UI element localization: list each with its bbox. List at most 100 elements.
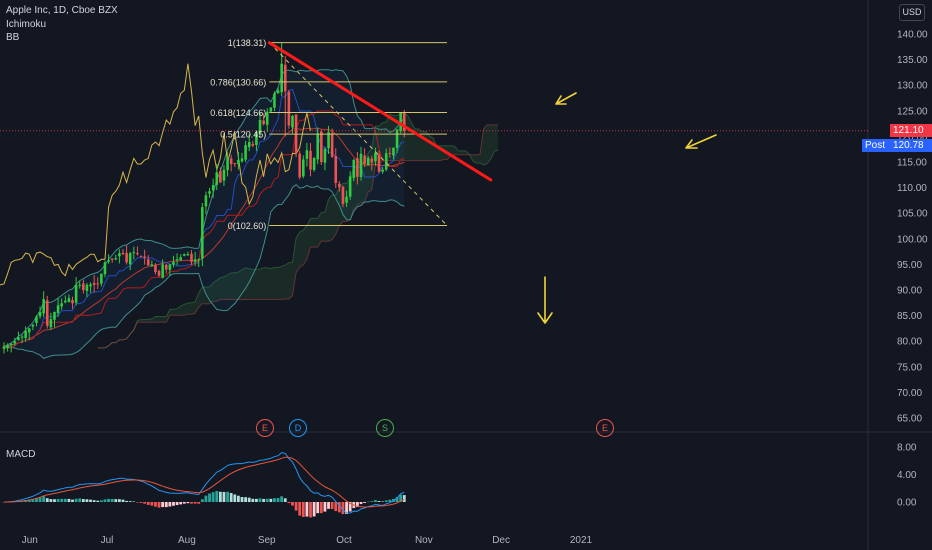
x-axis-tick-label: 2021 [570,535,593,546]
bollinger-lower-line [3,184,405,359]
macd-histogram-bar [341,502,345,515]
macd-histogram-bar [89,499,92,502]
candle-body [186,254,190,256]
candle-body [38,312,42,317]
candle-body [269,107,273,112]
ichimoku-cloud [97,112,499,349]
candle-body [345,196,348,203]
candle-body [114,258,118,260]
macd-histogram-bar [125,500,129,502]
annotations[interactable] [0,92,868,324]
candle-body [215,172,219,185]
macd-axis-tick-label: 0.00 [897,498,917,509]
post-market-price-tag: 120.78 [890,139,932,152]
indicator-macd-label[interactable]: MACD [6,449,36,460]
y-axis-tick-label: 80.00 [897,337,922,348]
macd-histogram-bar [334,502,338,512]
macd-histogram-bar [150,502,154,506]
candle-body [265,111,269,125]
macd-histogram-bar [374,500,377,502]
macd-histogram-bar [208,493,211,502]
macd-line [3,451,405,514]
fib-trend-dashed-line [268,42,448,226]
indicator-bb-label[interactable]: BB [6,32,20,43]
fibonacci-retracement[interactable]: 1(138.31) 0.786(130.66) 0.618(124.66) 0.5(1… [210,38,448,231]
macd-histogram-bar [193,502,197,504]
dividend-event-badge[interactable]: D [289,419,307,437]
candle-body [255,132,258,145]
candle-body [338,183,341,188]
candle-body [157,270,161,276]
macd-histogram-bar [172,502,175,506]
candle-body [56,305,60,314]
candle-body [219,170,222,183]
macd-histogram-bar [218,491,222,502]
macd-histogram-bar [399,494,403,502]
y-axis-tick-label: 110.00 [897,183,927,194]
macd-histogram-bar [255,498,258,502]
candle-body [348,176,352,197]
candle-body [107,260,110,262]
currency-button[interactable]: USD [899,4,925,21]
candle-body [139,256,143,258]
macd-histogram-bar [99,500,103,502]
candle-body [85,284,89,291]
macd-histogram-bar [107,498,110,502]
candle-body [60,303,63,307]
macd-histogram-bar [262,498,266,502]
macd-histogram-bar [211,492,215,502]
macd-histogram-bar [345,502,348,514]
macd-histogram-bar [49,499,53,502]
candle-body [74,284,78,303]
candle-body [103,262,107,275]
candle-body [251,143,255,146]
macd-histogram-bar [143,502,147,504]
earnings-event-badge[interactable]: E [256,419,274,437]
macd-histogram-bar [74,498,78,502]
candle-body [301,159,305,177]
macd-histogram-bar [103,499,107,502]
macd-histogram-bar [381,501,385,502]
split-event-badge[interactable]: S [376,419,394,437]
earnings-event-badge[interactable]: E [596,419,614,437]
candle-body [395,129,399,148]
candle-body [9,343,13,346]
macd-histogram-bar [139,502,143,503]
candle-body [381,169,384,172]
candle-body [164,264,168,270]
arrow-annotation-icon [555,92,577,105]
kijun-sen-line [4,110,405,349]
macd-histogram-bar [121,499,125,502]
senkou-span-b-line [97,124,498,349]
candle-body [20,336,24,338]
macd-histogram-bar [337,502,341,513]
x-axis-tick-label: Aug [178,535,196,546]
candle-body [143,256,146,258]
candle-body [222,169,226,181]
macd-histogram-bar [78,498,82,502]
macd-histogram-bar [182,502,186,504]
macd-histogram-bar [132,501,136,503]
post-market-label: Post [862,139,892,152]
candle-body [125,252,128,263]
candle-body [309,150,312,170]
macd-histogram-bar [110,498,114,502]
candle-body [258,120,262,134]
candle-body [316,133,320,160]
fib-level-label: 0.618(124.66) [210,108,266,118]
macd-histogram-bar [204,495,208,502]
macd-histogram-bar [316,502,320,514]
candle-body [193,259,197,262]
trendline[interactable] [267,41,493,182]
candle-body [363,155,366,165]
candle-body [71,300,74,304]
macd-histogram-bar [366,501,370,503]
macd-histogram-bar [85,499,89,502]
candle-body [323,148,327,163]
candle-body [31,324,35,327]
y-axis-tick-label: 115.00 [897,158,927,169]
indicator-ichimoku-label[interactable]: Ichimoku [6,19,47,30]
macd-histogram-bar [287,502,291,504]
candle-body [121,252,125,255]
